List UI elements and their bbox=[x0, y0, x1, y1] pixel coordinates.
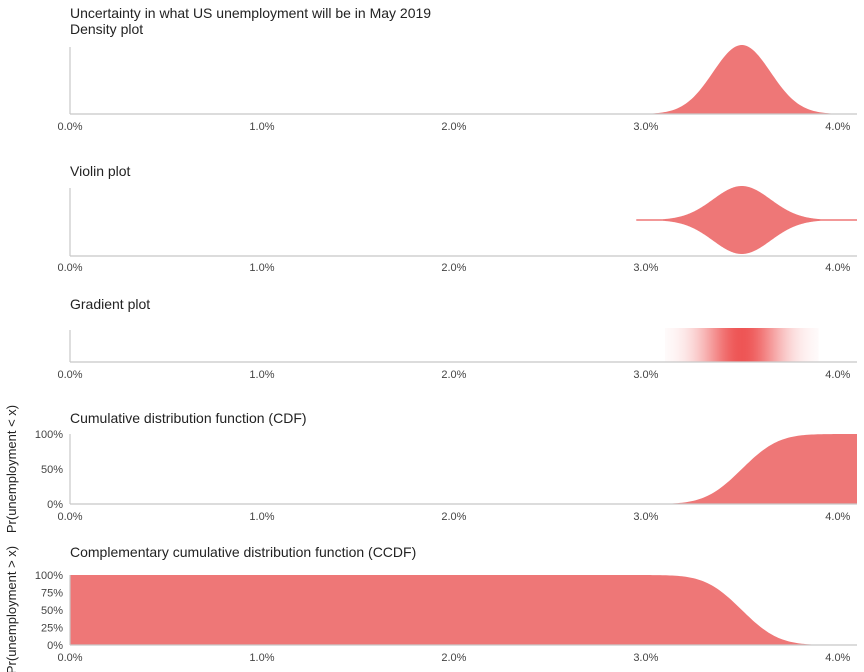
violin-title: Violin plot bbox=[70, 163, 131, 179]
ccdf-title: Complementary cumulative distribution fu… bbox=[70, 544, 416, 560]
density-title: Density plot bbox=[70, 21, 143, 37]
ccdf-plot-area: 0% 25% 50% 75% 100% 0.0% 1.0% 2.0% 3.0% 4.0% bbox=[35, 570, 857, 664]
cdf-panel: Cumulative distribution function (CDF) P… bbox=[4, 405, 857, 533]
density-plot-area: 0.0% 1.0% 2.0% 3.0% 4.0% bbox=[57, 45, 857, 133]
x-tick-label: 3.0% bbox=[633, 369, 658, 381]
violin-area bbox=[636, 186, 857, 254]
y-tick-label: 50% bbox=[41, 605, 63, 617]
x-tick-label: 2.0% bbox=[441, 369, 466, 381]
ccdf-y-axis-label: Pr(unemployment > x) bbox=[4, 546, 19, 672]
gradient-band bbox=[665, 328, 819, 362]
x-tick-label: 1.0% bbox=[249, 121, 274, 133]
x-tick-label: 0.0% bbox=[57, 511, 82, 523]
y-tick-label: 0% bbox=[47, 499, 63, 511]
x-tick-label: 3.0% bbox=[633, 121, 658, 133]
x-tick-label: 0.0% bbox=[57, 262, 82, 274]
x-tick-label: 1.0% bbox=[249, 369, 274, 381]
cdf-y-axis-label: Pr(unemployment < x) bbox=[4, 405, 19, 533]
y-tick-label: 75% bbox=[41, 588, 63, 600]
x-tick-label: 3.0% bbox=[633, 511, 658, 523]
y-tick-label: 100% bbox=[35, 429, 63, 441]
x-tick-label: 3.0% bbox=[633, 652, 658, 664]
x-tick-label: 1.0% bbox=[249, 262, 274, 274]
y-tick-label: 100% bbox=[35, 570, 63, 582]
y-tick-label: 0% bbox=[47, 640, 63, 652]
x-tick-label: 4.0% bbox=[825, 121, 850, 133]
x-tick-label: 4.0% bbox=[825, 511, 850, 523]
gradient-plot-area: 0.0% 1.0% 2.0% 3.0% 4.0% bbox=[57, 328, 857, 381]
x-tick-label: 0.0% bbox=[57, 369, 82, 381]
ccdf-panel: Complementary cumulative distribution fu… bbox=[4, 544, 857, 672]
ccdf-area bbox=[70, 575, 857, 645]
cdf-plot-area: 0% 50% 100% 0.0% 1.0% 2.0% 3.0% 4.0% bbox=[35, 429, 857, 523]
density-panel: Density plot 0.0% 1.0% 2.0% 3.0% 4.0% bbox=[57, 21, 857, 133]
x-tick-label: 4.0% bbox=[825, 369, 850, 381]
cdf-title: Cumulative distribution function (CDF) bbox=[70, 410, 307, 426]
x-tick-label: 3.0% bbox=[633, 262, 658, 274]
density-area bbox=[70, 45, 857, 114]
gradient-panel: Gradient plot 0.0% 1.0% 2.0% 3.0% 4.0% bbox=[57, 296, 857, 381]
x-tick-label: 2.0% bbox=[441, 262, 466, 274]
page-title: Uncertainty in what US unemployment will… bbox=[70, 5, 431, 21]
x-tick-label: 2.0% bbox=[441, 511, 466, 523]
x-tick-label: 1.0% bbox=[249, 511, 274, 523]
violin-plot-area: 0.0% 1.0% 2.0% 3.0% 4.0% bbox=[57, 186, 857, 274]
violin-panel: Violin plot 0.0% 1.0% 2.0% 3.0% 4.0% bbox=[57, 163, 857, 274]
y-tick-label: 25% bbox=[41, 623, 63, 635]
x-tick-label: 0.0% bbox=[57, 121, 82, 133]
x-tick-label: 1.0% bbox=[249, 652, 274, 664]
x-tick-label: 4.0% bbox=[825, 652, 850, 664]
y-tick-label: 50% bbox=[41, 464, 63, 476]
x-tick-label: 2.0% bbox=[441, 652, 466, 664]
x-tick-label: 0.0% bbox=[57, 652, 82, 664]
cdf-area bbox=[70, 434, 857, 504]
x-tick-label: 4.0% bbox=[825, 262, 850, 274]
gradient-title: Gradient plot bbox=[70, 296, 150, 312]
x-tick-label: 2.0% bbox=[441, 121, 466, 133]
